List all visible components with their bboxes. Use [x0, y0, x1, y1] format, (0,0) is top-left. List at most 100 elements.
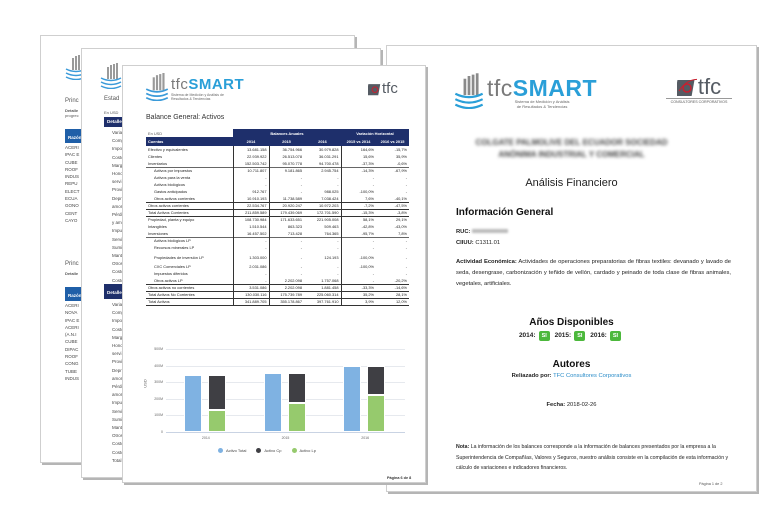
- cell-value: 15,6%: [362, 154, 374, 159]
- cell-value: 22.534.767: [233, 201, 270, 210]
- cell-value: 912.767: [233, 188, 270, 195]
- assets-chart: USD Activo Total Activo Cp Activo Lp 0 100M…: [123, 336, 425, 466]
- cell-value: 58,1%: [341, 215, 376, 223]
- legend-item[interactable]: Activo Total: [218, 448, 247, 454]
- section-detail: Detalle: [65, 108, 79, 113]
- table-row: Recursos minerales LP - - - - -: [146, 244, 409, 251]
- company-list: ACERI NOVA IPAC E ACERI (A.N.I CUBE DIPAC ROOF C…: [65, 302, 79, 382]
- table-row: Activos para la venta - - - - -: [146, 174, 409, 181]
- cell-value: -: [405, 245, 407, 250]
- list-item: GONO: [65, 203, 79, 209]
- cell-value: 1.757.068: [304, 277, 342, 284]
- cell-value: -: [372, 182, 374, 187]
- table-row: Impuestos diferidos - - - - -: [146, 270, 409, 277]
- cell-value: -: [233, 277, 270, 284]
- cell-value: -33,3%: [341, 283, 376, 292]
- cell-value: -: [233, 174, 270, 181]
- list-item: Depr: [112, 367, 122, 373]
- list-item: Mant: [112, 425, 123, 431]
- cell-value: -: [233, 236, 270, 244]
- cell-value: 341.889.705: [233, 297, 270, 306]
- bar-activo-cp: [207, 375, 226, 411]
- cell-value: -3,8%: [376, 208, 409, 217]
- cell-value: -37,3%: [361, 160, 374, 166]
- list-item: ROOF: [65, 354, 78, 360]
- balance-sheet-page: tfcSMART Sistema de Medición y Análisis …: [122, 65, 426, 483]
- tfc-logo-text: tfc: [382, 80, 398, 97]
- year-label: 2014:: [518, 332, 536, 339]
- list-item: Hono: [112, 343, 123, 349]
- list-item: Impo: [112, 318, 123, 324]
- account-name: Total Activos: [146, 297, 234, 306]
- legend-label: Activo Cp: [264, 448, 282, 453]
- list-item: Servi: [112, 408, 123, 414]
- cover-page: tfcSMART Sistema de Medición y Análisis d…: [386, 45, 757, 492]
- ruc-line: RUC:: [456, 227, 509, 238]
- cell-value: -: [405, 254, 407, 260]
- cell-value: -: [233, 181, 270, 188]
- cell-value: 152.503.742: [233, 160, 270, 167]
- account-name: Otros activos corrientes: [146, 195, 234, 202]
- unit-label: En USD: [146, 129, 233, 137]
- cell-value: -: [300, 175, 302, 180]
- tfc-logo: tfc: [368, 80, 398, 97]
- company-name: COLGATE PALMOLIVE DEL ECUADOR SOCIEDAD A…: [475, 138, 668, 159]
- date-line: Fecha: 2018-02-26: [387, 400, 756, 411]
- list-item: CONG: [65, 361, 79, 367]
- x-tick-label: 2015: [281, 436, 290, 440]
- account-name: Otros activos corrientes: [146, 201, 234, 210]
- list-item: INDUS: [65, 375, 80, 381]
- cell-value: 179.439.069: [269, 208, 304, 217]
- cell-value: -15,3%: [341, 208, 376, 217]
- list-item: ACERI: [65, 303, 79, 308]
- legend-label: Activo Lp: [299, 448, 316, 453]
- annual-header: Balances Anuales: [233, 129, 341, 137]
- legend-item[interactable]: Activo Cp: [256, 448, 282, 454]
- report-title: Análisis Financiero: [525, 177, 618, 189]
- table-row: Otros activos corrientes 22.534.767 20.920…: [146, 201, 409, 210]
- gridline: [166, 349, 405, 350]
- y-tick-label: 300M: [154, 380, 163, 385]
- cell-value: 7,8%: [398, 230, 407, 236]
- gridline: [166, 415, 405, 417]
- account-name: Otros activos LP: [146, 277, 234, 284]
- list-item: DIPAC: [65, 346, 79, 352]
- tfc-smart-logo-icon: [454, 73, 484, 109]
- legend-label: Activo Total: [226, 448, 247, 453]
- tfc-logo-text: tfc: [697, 74, 722, 99]
- cell-value: -100,0%: [359, 254, 375, 260]
- list-item: Mant: [112, 253, 123, 259]
- cell-value: -95,7%: [361, 230, 374, 236]
- list-item: amor: [112, 203, 123, 209]
- tagline: Sistema de Medición y Análisis de Result…: [171, 93, 224, 101]
- cell-value: 13.681.158: [233, 146, 270, 153]
- column-header-row: Cuentas 2014 2015 2016 2015 vs 2014 2016…: [146, 137, 409, 146]
- cell-value: -: [341, 236, 376, 244]
- list-item: IPAC E: [65, 317, 80, 323]
- made-by-link[interactable]: TFC Consultores Corporativos: [553, 373, 632, 379]
- table-row: Total Activos No Corrientes 130.030.116 17…: [146, 290, 409, 299]
- list-item: Costo: [112, 326, 124, 332]
- tfc-smart-logo-icon: [145, 73, 169, 101]
- balance-table: En USD Balances Anuales Variación Horizo…: [146, 129, 409, 306]
- cell-value: 713.428: [287, 230, 302, 236]
- cell-value: 164,6%: [360, 147, 374, 152]
- list-item: Hono: [112, 171, 123, 177]
- bar-activo-lp: [367, 394, 386, 432]
- table-row: Efectivo y equivalentes 13.681.158 36.754.…: [146, 146, 409, 153]
- legend-marker-icon: [291, 448, 297, 454]
- legend-item[interactable]: Activo Lp: [291, 448, 316, 454]
- list-item: Comp: [112, 310, 125, 316]
- list-item: Impu: [112, 400, 123, 406]
- cell-value: -: [372, 271, 374, 276]
- cell-value: 175.739.789: [269, 290, 304, 299]
- account-name: Intangibles: [146, 223, 234, 230]
- page-number: Página 1 de 2: [699, 482, 723, 486]
- list-item: ACERI: [65, 324, 79, 330]
- table-row: Otros activos no corrientes 3.531.086 2.20…: [146, 283, 409, 292]
- list-item: ROOF: [65, 166, 78, 172]
- section-title: Estad: [104, 96, 120, 102]
- cell-value: 10.972.203: [304, 201, 342, 210]
- cell-value: 95.070.778: [282, 160, 302, 166]
- brand-b: SMART: [512, 75, 598, 101]
